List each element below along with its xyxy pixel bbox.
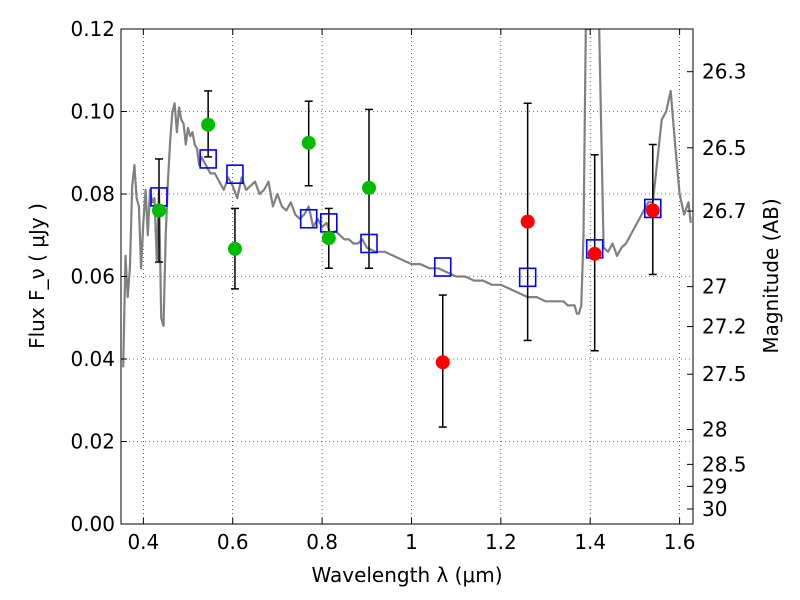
y-axis-label: Flux F_ν ( μJy ) <box>25 203 49 349</box>
x-tick-label: 0.6 <box>217 530 249 554</box>
y2-tick-label: 29 <box>702 474 727 498</box>
observed-point <box>151 203 166 218</box>
plot-area <box>121 29 693 524</box>
y2-tick-label: 30 <box>702 497 727 521</box>
observed-points <box>151 117 660 370</box>
y2-tick-label: 27.2 <box>702 315 747 339</box>
y2-tick-label: 27 <box>702 275 727 299</box>
model-point <box>360 233 378 254</box>
y-tick-label: 0.08 <box>70 182 115 206</box>
x-tick-label: 1 <box>405 530 418 554</box>
observed-point <box>321 231 336 246</box>
observed-point <box>645 203 660 218</box>
model-point <box>299 208 318 229</box>
observed-point <box>587 246 602 261</box>
y2-tick-label: 26.3 <box>702 60 747 84</box>
y2-tick-label: 28 <box>702 418 727 442</box>
model-point <box>226 164 244 184</box>
x-tick-label: 1.6 <box>664 530 696 554</box>
x-tick-label: 0.8 <box>306 530 338 554</box>
model-point <box>433 257 452 277</box>
x-tick-label: 1.4 <box>574 530 606 554</box>
y-tick-label: 0.02 <box>70 430 115 454</box>
y2-tick-label: 27.5 <box>702 362 747 386</box>
observed-point <box>301 135 316 150</box>
x-axis-ticks: 0.4 0.6 0.8 1 1.2 1.4 1.6 <box>127 29 696 554</box>
y-tick-label: 0.06 <box>70 265 115 289</box>
model-point <box>199 149 217 169</box>
x-axis-label: Wavelength λ (μm) <box>311 563 502 587</box>
y2-axis-label: Magnitude (AB) <box>759 198 783 353</box>
observed-point <box>520 214 535 229</box>
y-tick-label: 0.04 <box>70 347 115 371</box>
y2-tick-label: 26.7 <box>702 199 747 223</box>
observed-point <box>201 117 216 132</box>
y-axis-ticks: 0.00 0.02 0.04 0.06 0.08 0.10 0.12 <box>70 17 127 536</box>
x-tick-label: 1.2 <box>485 530 517 554</box>
observed-point <box>362 180 377 195</box>
y-tick-label: 0.12 <box>70 17 115 41</box>
model-point <box>518 267 537 288</box>
x-tick-label: 0.4 <box>127 530 159 554</box>
y2-tick-label: 28.5 <box>702 452 747 476</box>
y-tick-label: 0.10 <box>70 100 115 124</box>
observed-point <box>227 241 242 256</box>
y-tick-label: 0.00 <box>70 512 115 536</box>
y2-tick-label: 26.5 <box>702 136 747 160</box>
observed-point <box>435 355 450 370</box>
